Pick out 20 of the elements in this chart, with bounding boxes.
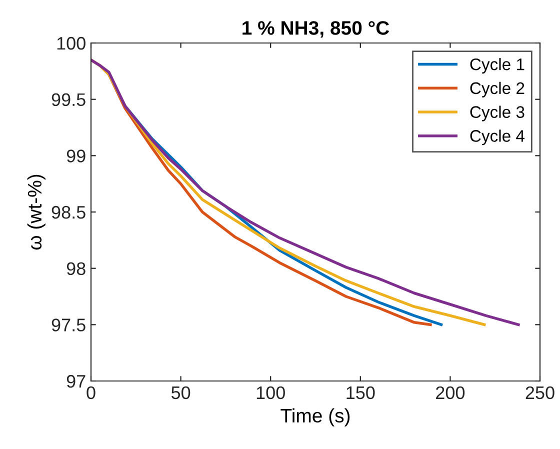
x-axis-title: Time (s) xyxy=(280,408,350,426)
y-tick-label: 97 xyxy=(66,374,86,388)
legend-label: Cycle 1 xyxy=(470,58,524,74)
legend-label: Cycle 2 xyxy=(470,82,524,98)
y-tick-label: 99 xyxy=(66,150,86,162)
y-tick-label: 98.5 xyxy=(52,206,86,219)
x-tick-label: 0 xyxy=(86,386,96,400)
chart-title: 1 % NH3, 850 °C xyxy=(242,21,390,38)
y-axis-title: ω (wt-%) xyxy=(27,174,46,250)
y-tick-label: 99.5 xyxy=(52,93,86,106)
x-tick-label: 50 xyxy=(171,386,190,400)
x-tick-label: 100 xyxy=(256,386,285,400)
x-tick-label: 200 xyxy=(436,386,465,400)
x-tick-label: 150 xyxy=(346,386,375,400)
y-tick-label: 98 xyxy=(66,262,86,276)
y-tick-label: 100 xyxy=(57,36,86,50)
y-tick-label: 97.5 xyxy=(52,318,86,332)
x-tick-label: 250 xyxy=(526,386,554,400)
legend-label: Cycle 4 xyxy=(470,130,525,146)
legend-label: Cycle 3 xyxy=(470,106,524,122)
